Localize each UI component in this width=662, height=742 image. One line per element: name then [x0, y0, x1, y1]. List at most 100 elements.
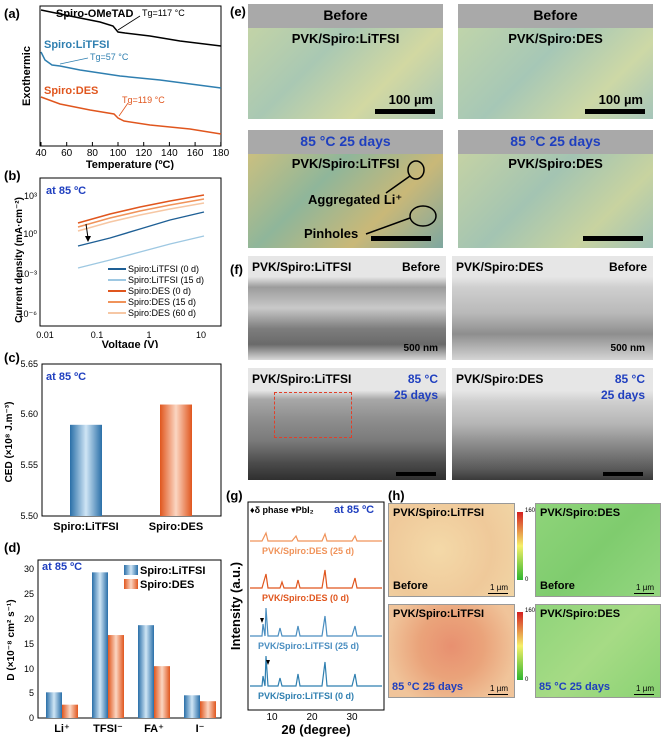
tg-spiro-ometad: Tg=117 °C	[142, 8, 185, 18]
svg-text:10⁻³: 10⁻³	[19, 269, 37, 279]
micro-e-3: 85 °C 25 days PVK/Spiro:LiTFSI Aggregate…	[248, 130, 443, 248]
diffusion-bar-0-1	[92, 572, 108, 718]
jv-legend: Spiro:LiTFSI (0 d) Spiro:LiTFSI (15 d) S…	[108, 264, 204, 318]
dsc-chart: 40 60 80 100 120 140 160 180 Temperature…	[4, 5, 230, 171]
svg-text:0.01: 0.01	[36, 330, 54, 340]
svg-text:15: 15	[24, 639, 34, 649]
sem-f-4: PVK/Spiro:DES 85 °C 25 days	[452, 368, 653, 480]
kpfm-h-4-corner: 85 °C 25 days	[539, 681, 611, 693]
micro-e-4-header: 85 °C 25 days	[510, 133, 601, 149]
colorbar-1-max: 160	[525, 508, 536, 514]
colorbar-2-max: 160	[525, 608, 536, 614]
ced-bar-des	[160, 404, 192, 516]
svg-text:20: 20	[24, 614, 34, 624]
kpfm-h-4-title: PVK/Spiro:DES	[540, 608, 621, 620]
svg-text:180: 180	[212, 148, 229, 159]
colorbar-1-min: 0	[525, 577, 529, 583]
kpfm-h-4-scale: 1 µm	[636, 684, 654, 693]
xrd-chart: 10 20 30 2θ (degree) Intensity (a.u.) (g…	[226, 488, 385, 737]
ced-cat-0: Spiro:LiTFSI	[53, 521, 118, 533]
panel-d: 0 5 10 15 20 25 30 Li⁺ TFSI⁻ FA⁺ I⁻ D (×…	[0, 540, 235, 737]
jv-series	[77, 194, 205, 269]
svg-text:Spiro:DES (15 d): Spiro:DES (15 d)	[128, 297, 196, 307]
micro-e-4-title: PVK/Spiro:DES	[508, 156, 603, 171]
kpfm-h-3-corner: 85 °C 25 days	[392, 681, 464, 693]
svg-text:5.50: 5.50	[20, 511, 38, 521]
svg-text:I⁻: I⁻	[196, 723, 205, 735]
curve-spiro-ometad	[40, 9, 222, 47]
xrd-x-ticks: 10 20 30	[266, 712, 358, 723]
jv-y-ticks: 10³ 10⁰ 10⁻³ 10⁻⁶	[19, 191, 38, 319]
svg-text:1: 1	[146, 330, 151, 340]
xrd-annotation: at 85 ºC	[334, 504, 374, 516]
svg-text:0: 0	[29, 713, 34, 723]
svg-text:30: 30	[346, 712, 358, 723]
jv-x-ticks: 0.01 0.1 1 10	[36, 330, 206, 340]
colorbar-2-min: 0	[525, 677, 529, 683]
micro-e-2-scale: 100 µm	[598, 92, 643, 107]
panel-b-letter: (b)	[4, 168, 21, 183]
scalebar	[585, 109, 645, 114]
kpfm-h-2-title: PVK/Spiro:DES	[540, 507, 621, 519]
diffusion-bar-0-2	[138, 625, 154, 718]
svg-text:10³: 10³	[24, 191, 37, 201]
ced-chart: 5.50 5.55 5.60 5.65 Spiro:LiTFSI Spiro:D…	[4, 350, 222, 533]
xrd-legend: ♦δ phase ▾PbI₂	[250, 505, 314, 515]
diffusion-bar-0-3	[184, 695, 200, 718]
diffusion-bar-1-0	[62, 704, 78, 718]
diffusion-y-ticks: 0 5 10 15 20 25 30	[24, 564, 34, 723]
diffusion-x-cats: Li⁺ TFSI⁻ FA⁺ I⁻	[54, 723, 204, 735]
diffusion-bar-1-3	[200, 701, 216, 718]
svg-text:Spiro:LiTFSI (0 d): Spiro:LiTFSI (0 d)	[128, 264, 199, 274]
xrd-trace-label-1: PVK/Spiro:DES (0 d)	[262, 593, 349, 603]
svg-text:Spiro:DES (60 d): Spiro:DES (60 d)	[128, 308, 196, 318]
colorbar-2	[517, 612, 523, 680]
diffusion-legend-1: Spiro:DES	[140, 579, 194, 591]
scalebar	[371, 236, 431, 241]
svg-text:5.55: 5.55	[20, 460, 38, 470]
xrd-trace-label-0: PVK/Spiro:DES (25 d)	[262, 546, 354, 556]
svg-text:Spiro:LiTFSI (15 d): Spiro:LiTFSI (15 d)	[128, 275, 204, 285]
micro-e-2-title: PVK/Spiro:DES	[508, 31, 603, 46]
kpfm-h-2-scale: 1 µm	[636, 583, 654, 592]
diffusion-bar-1-2	[154, 666, 170, 718]
micro-e-1-scale: 100 µm	[388, 92, 433, 107]
scalebar	[583, 236, 643, 241]
ced-annotation: at 85 ºC	[46, 371, 86, 383]
svg-text:100: 100	[110, 148, 127, 159]
annotation-arrows	[365, 160, 437, 235]
sem-f-3-corner1: 85 °C	[407, 372, 438, 386]
svg-text:10: 10	[24, 664, 34, 674]
diffusion-legend-0: Spiro:LiTFSI	[140, 565, 205, 577]
xrd-ylabel: Intensity (a.u.)	[228, 562, 243, 650]
svg-text:Li⁺: Li⁺	[54, 723, 70, 735]
ced-cat-1: Spiro:DES	[149, 521, 203, 533]
sem-f-2-corner: Before	[608, 260, 647, 274]
dsc-x-ticks: 40 60 80 100 120 140 160 180	[35, 148, 229, 159]
panel-c: 5.50 5.55 5.60 5.65 Spiro:LiTFSI Spiro:D…	[0, 350, 235, 540]
kpfm-h-4: PVK/Spiro:DES 85 °C 25 days 1 µm	[535, 604, 661, 698]
panel-d-letter: (d)	[4, 540, 21, 555]
svg-text:10: 10	[266, 712, 278, 723]
xrd-trace-label-3: PVK/Spiro:LiTFSI (0 d)	[258, 691, 354, 701]
micro-e-3-note1: Aggregated Li⁺	[308, 192, 403, 207]
sem-f-3: PVK/Spiro:LiTFSI 85 °C 25 days	[248, 368, 446, 480]
label-spiro-des: Spiro:DES	[44, 85, 98, 97]
micro-e-3-title: PVK/Spiro:LiTFSI	[291, 156, 400, 171]
ced-ylabel: CED (×10⁸ J.m⁻³)	[4, 402, 15, 483]
colorbar-1	[517, 512, 523, 580]
scalebar	[375, 109, 435, 114]
ced-bar-litfsi	[70, 424, 102, 516]
svg-text:5: 5	[29, 688, 34, 698]
sem-f-1-title: PVK/Spiro:LiTFSI	[252, 260, 352, 274]
xrd-trace-label-2: PVK/Spiro:LiTFSI (25 d)	[258, 641, 359, 651]
micro-e-2: Before PVK/Spiro:DES 100 µm	[458, 4, 653, 119]
kpfm-h-1: PVK/Spiro:LiTFSI Before 1 µm	[388, 503, 515, 597]
diffusion-bar-0-0	[46, 692, 62, 718]
diffusion-ylabel: D (×10⁻⁸ cm² s⁻¹)	[6, 599, 17, 680]
svg-text:120: 120	[135, 148, 152, 159]
panel-e-letter: (e)	[230, 4, 246, 19]
kpfm-h-1-corner: Before	[393, 580, 428, 592]
diffusion-chart: 0 5 10 15 20 25 30 Li⁺ TFSI⁻ FA⁺ I⁻ D (×…	[4, 540, 222, 735]
sem-f-1-scale: 500 nm	[403, 343, 438, 354]
